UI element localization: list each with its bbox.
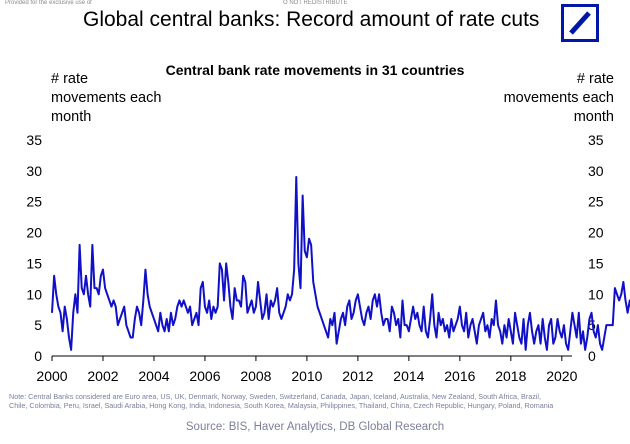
- y-tick-label-left: 10: [26, 286, 42, 302]
- x-tick-label: 2014: [393, 368, 424, 384]
- x-tick-label: 2012: [342, 368, 373, 384]
- y-axis-label-left-line-2: movements each: [51, 90, 162, 106]
- y-tick-label-left: 20: [26, 225, 42, 241]
- y-tick-label-left: 35: [26, 132, 42, 148]
- x-tick-label: 2004: [138, 368, 169, 384]
- y-tick-label-left: 30: [26, 163, 42, 179]
- note-line-2: Chile, Colombia, Peru, Israel, Saudi Ara…: [9, 401, 554, 410]
- y-ticks-left: 0 5 10 15 20 25 30 35: [26, 132, 42, 364]
- x-tick-label: 2006: [189, 368, 220, 384]
- y-tick-label-right: 15: [588, 255, 604, 271]
- x-ticks: 2000 2002 2004 2006 2008 2010 2012 2014 2016 2018…: [36, 356, 578, 384]
- chart-title: Central bank rate movements in 31 countr…: [165, 62, 465, 78]
- y-tick-label-right: 10: [588, 286, 604, 302]
- y-axis-label-right-line-2: movements each: [503, 90, 614, 106]
- y-axis-label-left-line-3: month: [51, 109, 92, 125]
- x-tick-label: 2010: [291, 368, 322, 384]
- note-line-1: Note: Central Banks considered are Euro …: [9, 392, 542, 401]
- y-axis-label-right-line-1: # rate: [576, 71, 614, 87]
- x-tick-label: 2000: [36, 368, 67, 384]
- y-tick-label-right: 25: [588, 194, 604, 210]
- series-line: [51, 176, 630, 351]
- chart-note: Note: Central Banks considered are Euro …: [9, 392, 621, 410]
- y-tick-label-left: 25: [26, 194, 42, 210]
- y-tick-label-left: 0: [34, 348, 42, 364]
- logo-slash-icon: [569, 11, 591, 35]
- x-tick-label: 2002: [87, 368, 118, 384]
- y-axis-label-left-line-1: # rate: [51, 71, 89, 87]
- y-tick-label-right: 20: [588, 225, 604, 241]
- y-tick-label-right: 0: [588, 348, 596, 364]
- y-tick-label-right: 35: [588, 132, 604, 148]
- y-tick-label-left: 5: [34, 317, 42, 333]
- x-tick-label: 2020: [546, 368, 577, 384]
- redistribute-text: O NOT REDISTRIBUTE: [283, 0, 348, 6]
- x-tick-label: 2018: [495, 368, 526, 384]
- page-title: Global central banks: Record amount of r…: [83, 8, 540, 31]
- y-tick-label-right: 30: [588, 163, 604, 179]
- y-tick-label-left: 15: [26, 255, 42, 271]
- chart-source: Source: BIS, Haver Analytics, DB Global …: [185, 421, 445, 433]
- provided-for-text: Provided for the exclusive use of: [5, 0, 92, 6]
- y-axis-label-left: # rate movements each month: [51, 70, 161, 127]
- y-axis-label-right: # rate movements each month: [504, 70, 614, 127]
- deutsche-bank-logo: [561, 4, 599, 42]
- y-axis-label-right-line-3: month: [573, 109, 614, 125]
- x-tick-label: 2016: [444, 368, 475, 384]
- x-tick-label: 2008: [240, 368, 271, 384]
